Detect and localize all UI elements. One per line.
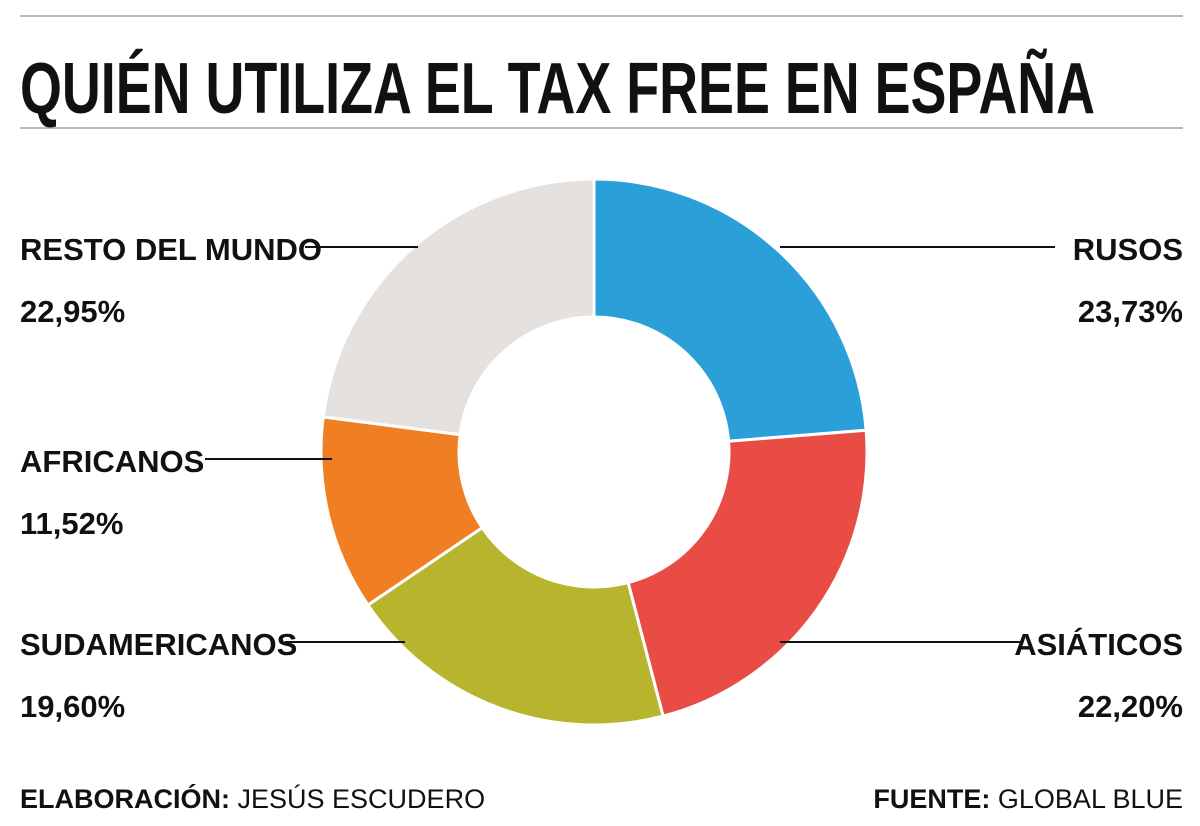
donut-slice <box>592 177 868 443</box>
value-label: 11,52% <box>20 506 123 541</box>
footer-source-name: GLOBAL BLUE <box>998 784 1183 814</box>
footer-author-label: ELABORACIÓN: <box>20 783 230 814</box>
donut-slice <box>365 525 665 727</box>
footer-author: ELABORACIÓN: JESÚS ESCUDERO <box>20 783 485 814</box>
chart-title: QUIÉN UTILIZA EL TAX FREE EN ESPAÑA <box>20 48 1095 129</box>
value-label: 22,20% <box>1078 689 1183 724</box>
category-label: ASIÁTICOS <box>1014 627 1183 662</box>
category-label: SUDAMERICANOS <box>20 627 297 662</box>
footer-source-label: FUENTE: <box>873 784 990 814</box>
footer-author-name: JESÚS ESCUDERO <box>238 783 486 814</box>
value-label: 23,73% <box>1078 294 1183 329</box>
footer-source: FUENTE: GLOBAL BLUE <box>873 784 1183 814</box>
value-label: 22,95% <box>20 294 125 329</box>
category-label: RESTO DEL MUNDO <box>20 232 322 267</box>
category-label: RUSOS <box>1073 232 1183 267</box>
donut-slice <box>626 428 869 718</box>
value-label: 19,60% <box>20 689 125 724</box>
category-label: AFRICANOS <box>20 444 204 479</box>
donut-slice <box>321 177 596 437</box>
